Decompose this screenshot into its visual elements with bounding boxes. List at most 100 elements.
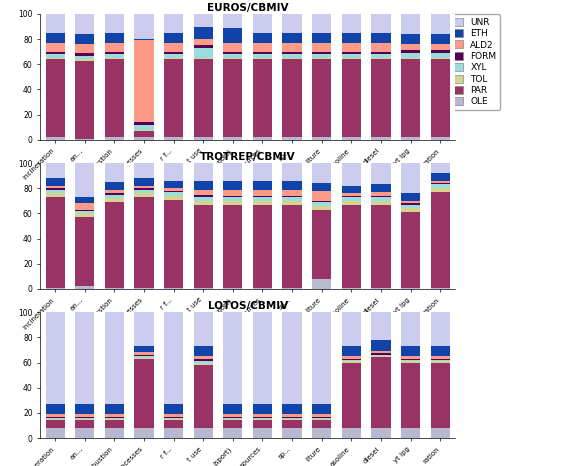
Bar [194, 48, 213, 58]
Bar [164, 420, 183, 428]
Bar [312, 183, 331, 191]
Bar [342, 356, 361, 359]
Bar [282, 288, 302, 289]
Bar [401, 59, 420, 137]
Bar [105, 182, 124, 190]
Bar [223, 196, 242, 197]
Bar [223, 28, 242, 43]
Bar [312, 54, 331, 58]
Bar [253, 43, 272, 52]
Bar [372, 196, 391, 197]
Bar [431, 356, 450, 359]
Bar [431, 137, 450, 140]
Bar [105, 54, 124, 58]
Bar [342, 43, 361, 52]
Bar [253, 404, 272, 414]
Bar [105, 418, 124, 419]
Bar [134, 39, 154, 41]
Bar [194, 197, 213, 201]
Bar [282, 163, 302, 181]
Bar [372, 201, 391, 205]
Bar [164, 58, 183, 59]
Bar [372, 355, 391, 356]
Bar [194, 46, 213, 48]
Bar [164, 404, 183, 414]
Bar [372, 357, 391, 428]
Bar [342, 163, 361, 186]
Bar [223, 288, 242, 289]
Bar [372, 288, 391, 289]
Bar [75, 420, 94, 428]
Bar [46, 193, 65, 197]
Bar [223, 181, 242, 190]
Bar [46, 312, 65, 404]
Bar [164, 418, 183, 419]
Bar [75, 203, 94, 210]
Bar [164, 312, 183, 404]
Bar [194, 181, 213, 190]
Bar [253, 137, 272, 140]
Bar [46, 188, 65, 190]
Bar [282, 419, 302, 420]
Bar [431, 181, 450, 183]
Bar [105, 312, 124, 404]
Bar [342, 346, 361, 356]
Bar [401, 205, 420, 208]
Bar [105, 52, 124, 54]
Legend: UNR, ETH, ALD2, FORM, XYL, TOL, PAR, OLE: UNR, ETH, ALD2, FORM, XYL, TOL, PAR, OLE [450, 14, 500, 110]
Bar [431, 183, 450, 185]
Bar [194, 361, 213, 364]
Bar [253, 288, 272, 289]
Bar [46, 163, 65, 178]
Bar [253, 59, 272, 137]
Bar [194, 59, 213, 137]
Bar [75, 287, 94, 289]
Bar [223, 54, 242, 58]
Bar [312, 414, 331, 417]
Bar [223, 43, 242, 52]
Bar [372, 205, 391, 288]
Bar [253, 181, 272, 190]
Bar [312, 163, 331, 183]
Bar [75, 210, 94, 211]
Bar [164, 181, 183, 188]
Bar [401, 346, 420, 356]
Bar [401, 212, 420, 288]
Bar [164, 137, 183, 140]
Bar [134, 359, 154, 428]
Bar [312, 33, 331, 43]
Bar [253, 418, 272, 419]
Bar [342, 59, 361, 137]
Bar [342, 186, 361, 193]
Bar [312, 43, 331, 52]
Bar [164, 196, 183, 199]
Bar [75, 417, 94, 418]
Bar [46, 137, 65, 140]
Bar [431, 53, 450, 58]
Bar [105, 137, 124, 140]
Bar [312, 210, 331, 279]
Bar [164, 191, 183, 192]
Bar [312, 202, 331, 206]
Bar [401, 360, 420, 361]
Bar [46, 52, 65, 54]
Bar [46, 419, 65, 420]
Bar [134, 312, 154, 346]
Bar [282, 181, 302, 190]
Bar [194, 205, 213, 288]
Bar [401, 363, 420, 428]
Bar [105, 420, 124, 428]
Bar [134, 188, 154, 190]
Bar [282, 14, 302, 33]
Bar [312, 279, 331, 289]
Bar [46, 43, 65, 52]
Bar [253, 197, 272, 201]
Bar [372, 351, 391, 353]
Bar [164, 59, 183, 137]
Bar [223, 14, 242, 28]
Bar [164, 14, 183, 33]
Bar [431, 360, 450, 361]
Bar [75, 217, 94, 287]
Bar [401, 34, 420, 44]
Bar [312, 419, 331, 420]
